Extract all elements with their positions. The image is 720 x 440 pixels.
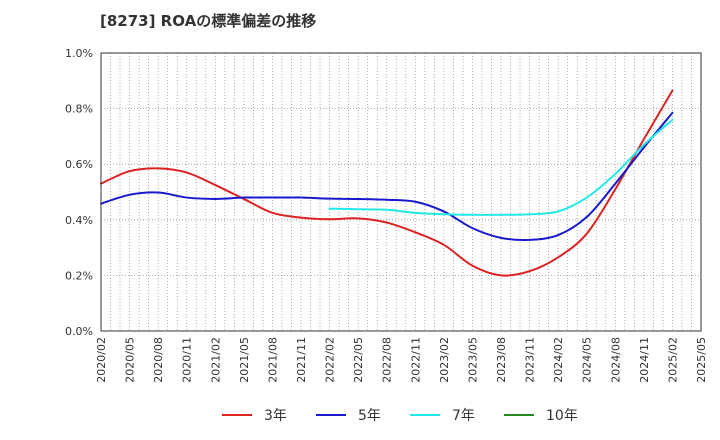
legend: 3年 5年 7年 10年 (222, 408, 578, 424)
x-tick-label: 2025/02 (666, 337, 679, 383)
x-tick-label: 2023/11 (524, 337, 537, 383)
y-axis-ticks: 0.0% 0.2% 0.4% 0.6% 0.8% 1.0% (65, 47, 93, 338)
legend-label: 3年 (264, 408, 287, 424)
series-lines (100, 89, 674, 277)
x-tick-label: 2022/08 (381, 337, 394, 383)
series-line-3 (328, 118, 674, 216)
x-tick-label: 2021/05 (238, 337, 251, 383)
x-tick-label: 2022/05 (352, 337, 365, 383)
x-tick-label: 2022/11 (409, 337, 422, 383)
y-tick-label: 0.6% (65, 158, 93, 171)
y-tick-label: 0.2% (65, 269, 93, 282)
legend-label: 5年 (358, 408, 381, 424)
plot-frame (100, 52, 702, 332)
chart-title: [8273] ROAの標準偏差の推移 (100, 12, 317, 30)
x-tick-label: 2024/02 (552, 337, 565, 383)
x-tick-label: 2024/08 (609, 337, 622, 383)
x-tick-label: 2020/02 (95, 337, 108, 383)
x-tick-label: 2023/05 (466, 337, 479, 383)
y-tick-label: 0.4% (65, 214, 93, 227)
x-tick-label: 2023/08 (495, 337, 508, 383)
y-tick-label: 0.8% (65, 103, 93, 116)
x-axis-ticks: 2020/02 2020/05 2020/08 2020/11 2021/02 2021/… (95, 337, 708, 383)
x-tick-label: 2021/02 (209, 337, 222, 383)
legend-label: 10年 (546, 408, 578, 424)
x-tick-label: 2024/11 (638, 337, 651, 383)
series-line-2 (100, 111, 674, 241)
legend-label: 7年 (452, 408, 475, 424)
x-tick-label: 2020/08 (152, 337, 165, 383)
x-tick-label: 2025/05 (695, 337, 708, 383)
x-tick-label: 2022/02 (324, 337, 337, 383)
grid (101, 53, 701, 331)
x-tick-label: 2024/05 (581, 337, 594, 383)
x-tick-label: 2021/11 (295, 337, 308, 383)
x-tick-label: 2020/05 (124, 337, 137, 383)
series-line-1 (100, 89, 674, 277)
y-tick-label: 0.0% (65, 325, 93, 338)
x-tick-label: 2020/11 (181, 337, 194, 383)
y-tick-label: 1.0% (65, 47, 93, 60)
x-tick-label: 2023/02 (438, 337, 451, 383)
x-tick-label: 2021/08 (266, 337, 279, 383)
